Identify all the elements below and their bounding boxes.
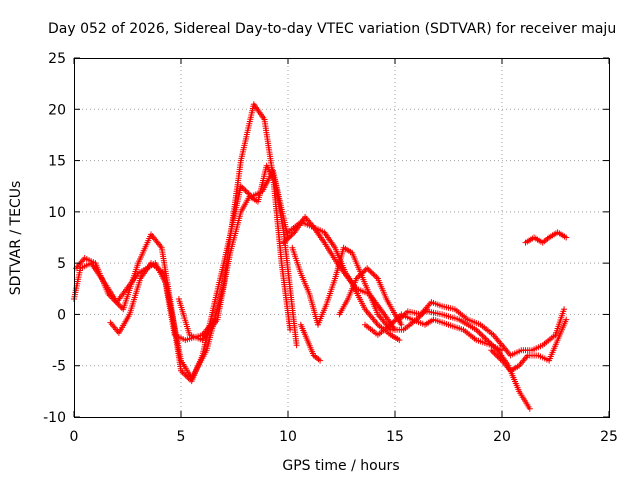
series-sat-h — [297, 321, 324, 364]
x-tick-label: 10 — [279, 429, 297, 445]
x-tick-label: 5 — [177, 429, 186, 445]
y-tick-label: 20 — [48, 102, 66, 118]
series-sat-b — [73, 167, 291, 385]
data-point — [398, 321, 405, 328]
series-line — [73, 103, 291, 379]
data-point — [561, 306, 568, 313]
series-sat-o — [522, 229, 570, 246]
series-sat-n — [499, 306, 568, 359]
y-tick-label: 5 — [57, 256, 66, 272]
y-tick-label: 10 — [48, 205, 66, 221]
x-tick-label: 0 — [70, 429, 79, 445]
series-sat-f — [285, 219, 398, 333]
y-axis-title: SDTVAR / TECUs — [8, 181, 24, 296]
x-tick-label: 15 — [386, 429, 404, 445]
y-tick-label: 0 — [57, 307, 66, 323]
data-point — [317, 357, 324, 364]
data-point — [396, 337, 403, 344]
x-tick-label: 20 — [493, 429, 511, 445]
x-axis-title: GPS time / hours — [282, 458, 399, 474]
plot-frame — [74, 58, 610, 418]
series-sat-j — [362, 311, 505, 354]
series-sat-k — [396, 299, 505, 349]
axis-ticks: 0 5 10 15 20 25 -10 -5 0 5 10 15 20 25 — [43, 51, 618, 445]
data-point — [563, 316, 570, 323]
y-tick-label: -5 — [52, 359, 66, 375]
y-tick-label: -10 — [43, 410, 66, 426]
series-sat-c — [107, 260, 219, 344]
series-sat-d — [175, 162, 300, 349]
series-sat-g — [289, 244, 431, 333]
series-sat-i — [336, 265, 405, 328]
data-point — [563, 234, 570, 241]
data-point — [526, 405, 533, 412]
series-group — [71, 101, 570, 412]
data-point — [293, 342, 300, 349]
y-tick-label: 25 — [48, 51, 66, 67]
series-sat-m — [488, 316, 570, 374]
chart-title: Day 052 of 2026, Sidereal Day-to-day VTE… — [48, 21, 616, 37]
y-tick-label: 15 — [48, 154, 66, 170]
x-tick-label: 25 — [600, 429, 618, 445]
